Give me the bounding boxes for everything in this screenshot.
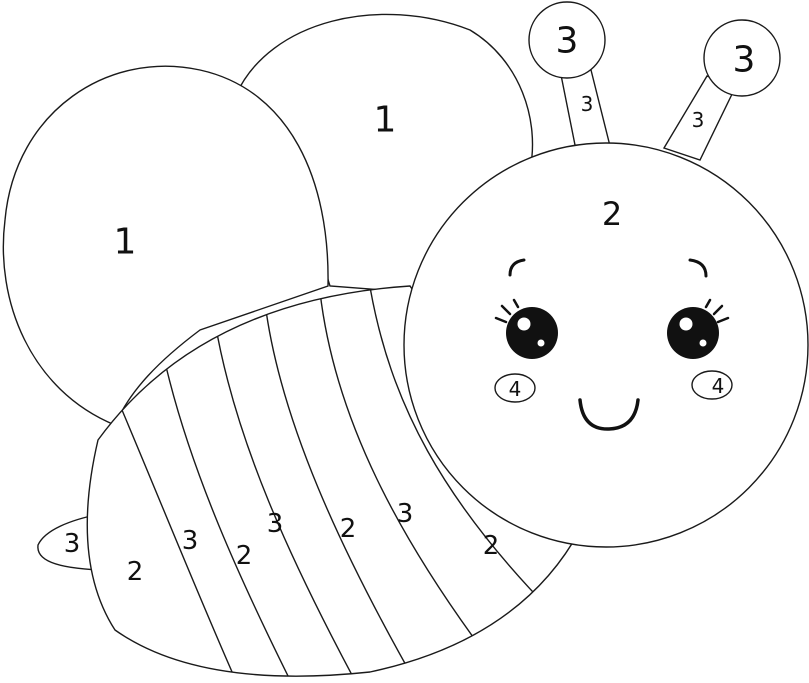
cheek-left	[494, 373, 536, 403]
label-stinger: 3	[64, 529, 81, 559]
label-cheek-right: 4	[712, 374, 725, 398]
wing-front	[2, 65, 329, 426]
body-stripes	[121, 286, 561, 677]
label-stripe: 3	[267, 509, 284, 539]
eyebrow-right	[688, 258, 708, 278]
antenna-right-ball	[703, 19, 781, 97]
stinger	[37, 513, 101, 571]
label-stripe: 2	[127, 557, 144, 587]
stripe-line	[164, 361, 296, 677]
label-stripe: 2	[236, 541, 253, 571]
label-stripe: 2	[340, 514, 357, 544]
eyebrow-left	[508, 258, 526, 277]
label-antenna-left-ball: 3	[556, 21, 579, 62]
label-antenna-right-stem: 3	[692, 108, 705, 132]
label-head: 2	[602, 195, 622, 233]
stripe-line	[319, 291, 491, 661]
label-antenna-left-stem: 3	[581, 92, 594, 116]
label-wing-front: 1	[114, 222, 137, 263]
label-wing-back: 1	[374, 100, 397, 141]
eye-left	[494, 298, 558, 359]
label-stripe: 3	[182, 526, 199, 556]
eye-right	[667, 298, 730, 359]
antenna-left-ball	[528, 1, 606, 79]
label-antenna-right-ball: 3	[733, 40, 756, 81]
label-stripe: 2	[483, 531, 500, 561]
bee-head	[403, 142, 809, 548]
stripe-line	[121, 409, 241, 677]
stripe-line	[214, 321, 361, 677]
stripe-line	[369, 286, 561, 621]
label-cheek-left: 4	[509, 377, 522, 401]
label-stripe: 3	[397, 499, 414, 529]
smile	[578, 398, 640, 431]
cheek-right	[691, 370, 733, 400]
stripe-line	[264, 302, 421, 677]
